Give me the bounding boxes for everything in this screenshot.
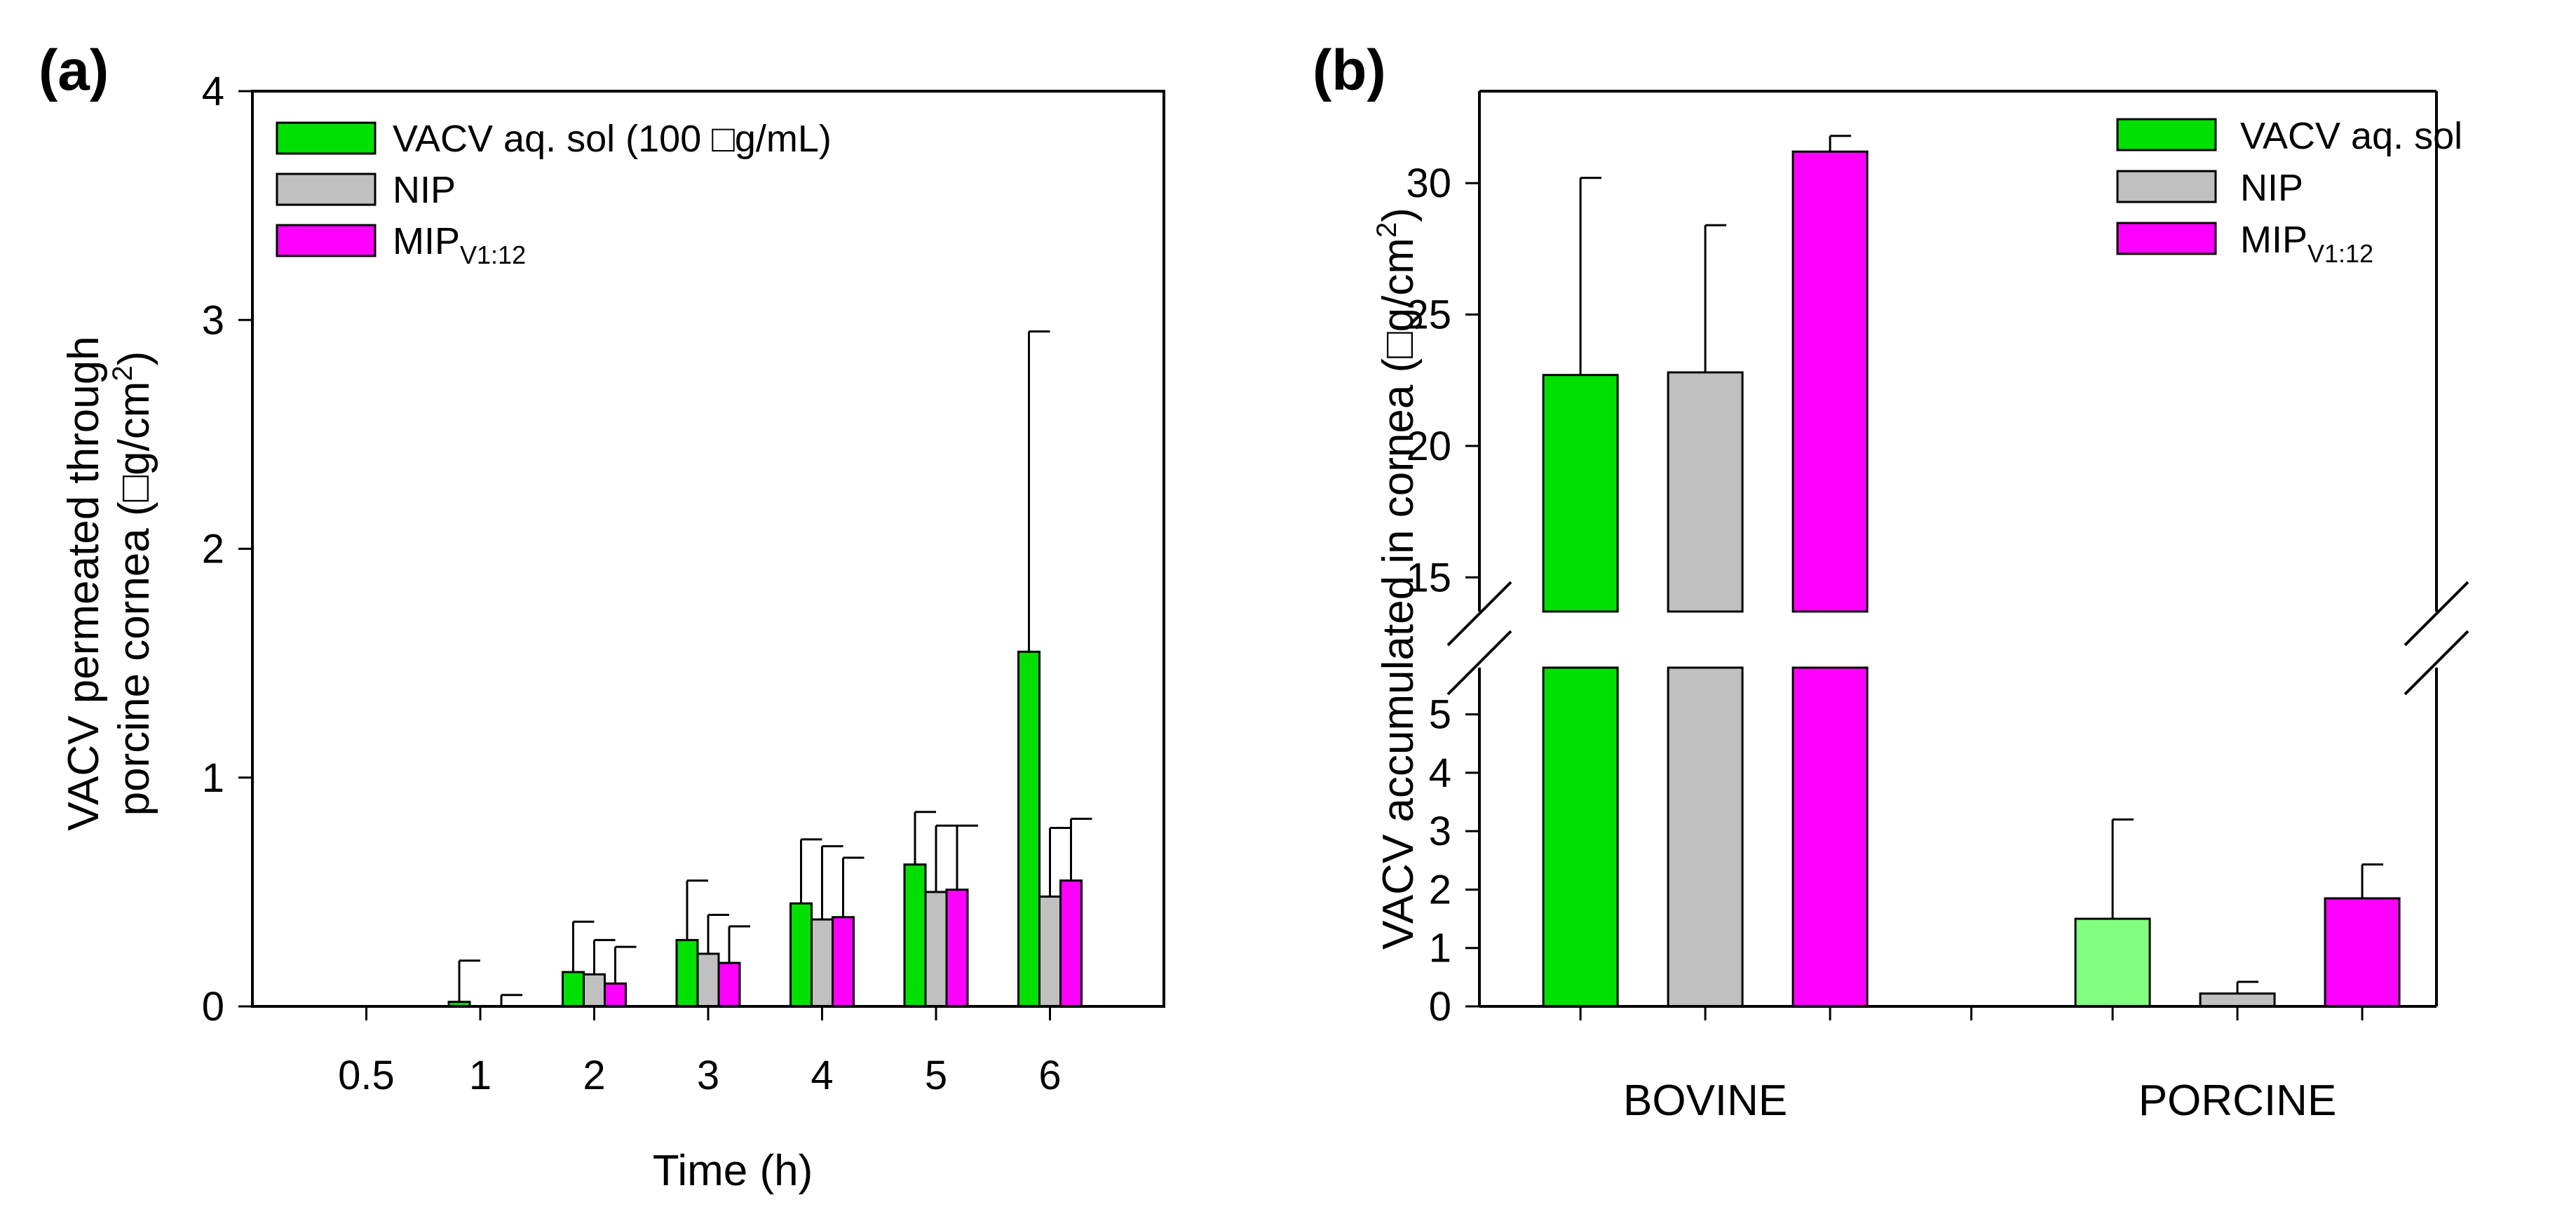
axis-break-mark-left-upper <box>1446 581 1512 647</box>
y-tick-label: 1 <box>202 755 224 801</box>
x-tick-label: 0.5 <box>338 1053 395 1098</box>
legend-swatch-vacv-b <box>2116 118 2217 151</box>
panel-a-x-ticks: 0.5 1 2 3 4 5 6 <box>338 1006 1062 1098</box>
panel-a: (a) VACV aq. sol (100 □g/mL) NIP MIPV1:1… <box>39 39 1165 1195</box>
panel-b-ylabel: VACV accumulated in cornea (□g/cm2) <box>1371 208 1423 950</box>
x-category-label: BOVINE <box>1623 1077 1787 1125</box>
bar <box>696 952 720 1008</box>
bar-upper-segment <box>1667 371 1744 613</box>
y-tick-label: 3 <box>1429 809 1451 854</box>
axis-break-mark-left-lower <box>1446 630 1512 696</box>
y-tick-label: 1 <box>1429 926 1451 971</box>
panel-b-y-ticks: 0 1 2 3 4 5 15 20 25 30 <box>1406 161 1479 1030</box>
bar <box>903 863 927 1008</box>
x-tick-label: 2 <box>583 1053 605 1098</box>
panel-b: (b) VACV aq. sol NIP MIPV1:12 VACV accum… <box>1313 39 2469 1125</box>
bar <box>2074 917 2151 1008</box>
bar <box>2199 992 2276 1008</box>
legend-swatch-mip-b <box>2116 222 2217 255</box>
panel-a-y-ticks: 0 1 2 3 4 <box>202 69 252 1030</box>
y-tick-label: 25 <box>1406 292 1451 338</box>
bar <box>2324 897 2401 1008</box>
bar-lower-segment <box>1542 666 1619 1008</box>
bar <box>924 891 948 1008</box>
bar <box>1038 895 1062 1008</box>
bar <box>789 902 813 1008</box>
y-tick-label: 4 <box>1429 750 1451 796</box>
panel-a-xlabel: Time (h) <box>653 1147 813 1195</box>
panel-b-x-ticks: BOVINE PORCINE <box>1579 1006 2364 1125</box>
bar <box>604 982 627 1008</box>
y-tick-label: 2 <box>202 527 224 572</box>
x-tick-label: 4 <box>811 1053 833 1098</box>
y-tick-label: 3 <box>202 297 224 343</box>
legend-swatch-vacv <box>276 121 377 155</box>
panel-b-frame <box>1478 90 2438 1008</box>
bar-lower-segment <box>1791 666 1869 1008</box>
panel-b-bars <box>1542 135 2401 1008</box>
x-tick-label: 6 <box>1038 1053 1061 1098</box>
panel-b-legend: VACV aq. sol NIP MIPV1:12 <box>2116 115 2462 268</box>
panel-a-frame <box>251 90 1165 1008</box>
bar-upper-segment <box>1542 374 1619 613</box>
bar <box>717 962 741 1008</box>
panel-b-label: (b) <box>1313 39 1386 102</box>
legend-swatch-nip <box>276 173 377 206</box>
legend-label-mip-b: MIPV1:12 <box>2240 219 2373 268</box>
panel-a-label: (a) <box>39 39 109 102</box>
bar <box>945 889 969 1008</box>
bar <box>1017 650 1040 1008</box>
legend-label-nip-b: NIP <box>2240 167 2303 209</box>
legend-label-vacv-b: VACV aq. sol <box>2240 115 2462 157</box>
axis-break-mark-right-lower <box>2404 630 2469 696</box>
bar <box>562 971 585 1008</box>
x-category-label: PORCINE <box>2138 1077 2336 1125</box>
bar <box>1059 879 1083 1008</box>
y-tick-label: 30 <box>1406 161 1451 206</box>
bar-upper-segment <box>1791 150 1869 613</box>
x-tick-label: 3 <box>697 1053 719 1098</box>
bar <box>811 918 834 1008</box>
panel-a-ylabel-line2: porcine cornea (□g/cm2) <box>107 351 158 816</box>
bar-lower-segment <box>1667 666 1744 1008</box>
x-tick-label: 5 <box>925 1053 947 1098</box>
y-tick-label: 2 <box>1429 867 1451 912</box>
y-tick-label: 4 <box>202 69 224 114</box>
legend-label-mip: MIPV1:12 <box>393 220 526 269</box>
panel-a-ylabel-line1: VACV permeated through <box>60 336 108 830</box>
y-tick-label: 5 <box>1429 692 1451 738</box>
axis-break-mark-right-upper <box>2404 581 2469 647</box>
bar <box>675 938 699 1008</box>
panel-a-legend: VACV aq. sol (100 □g/mL) NIP MIPV1:12 <box>276 118 832 269</box>
y-tick-label: 0 <box>202 984 224 1030</box>
legend-label-nip: NIP <box>393 169 456 211</box>
panel-a-bars <box>447 330 1092 1008</box>
legend-swatch-mip <box>276 224 377 257</box>
y-tick-label: 0 <box>1429 984 1451 1030</box>
y-tick-label: 15 <box>1406 555 1451 600</box>
y-tick-label: 20 <box>1406 424 1451 469</box>
legend-swatch-nip-b <box>2116 170 2217 203</box>
x-tick-label: 1 <box>469 1053 492 1098</box>
bar <box>583 973 606 1008</box>
legend-label-vacv: VACV aq. sol (100 □g/mL) <box>393 118 832 160</box>
bar <box>832 916 855 1008</box>
